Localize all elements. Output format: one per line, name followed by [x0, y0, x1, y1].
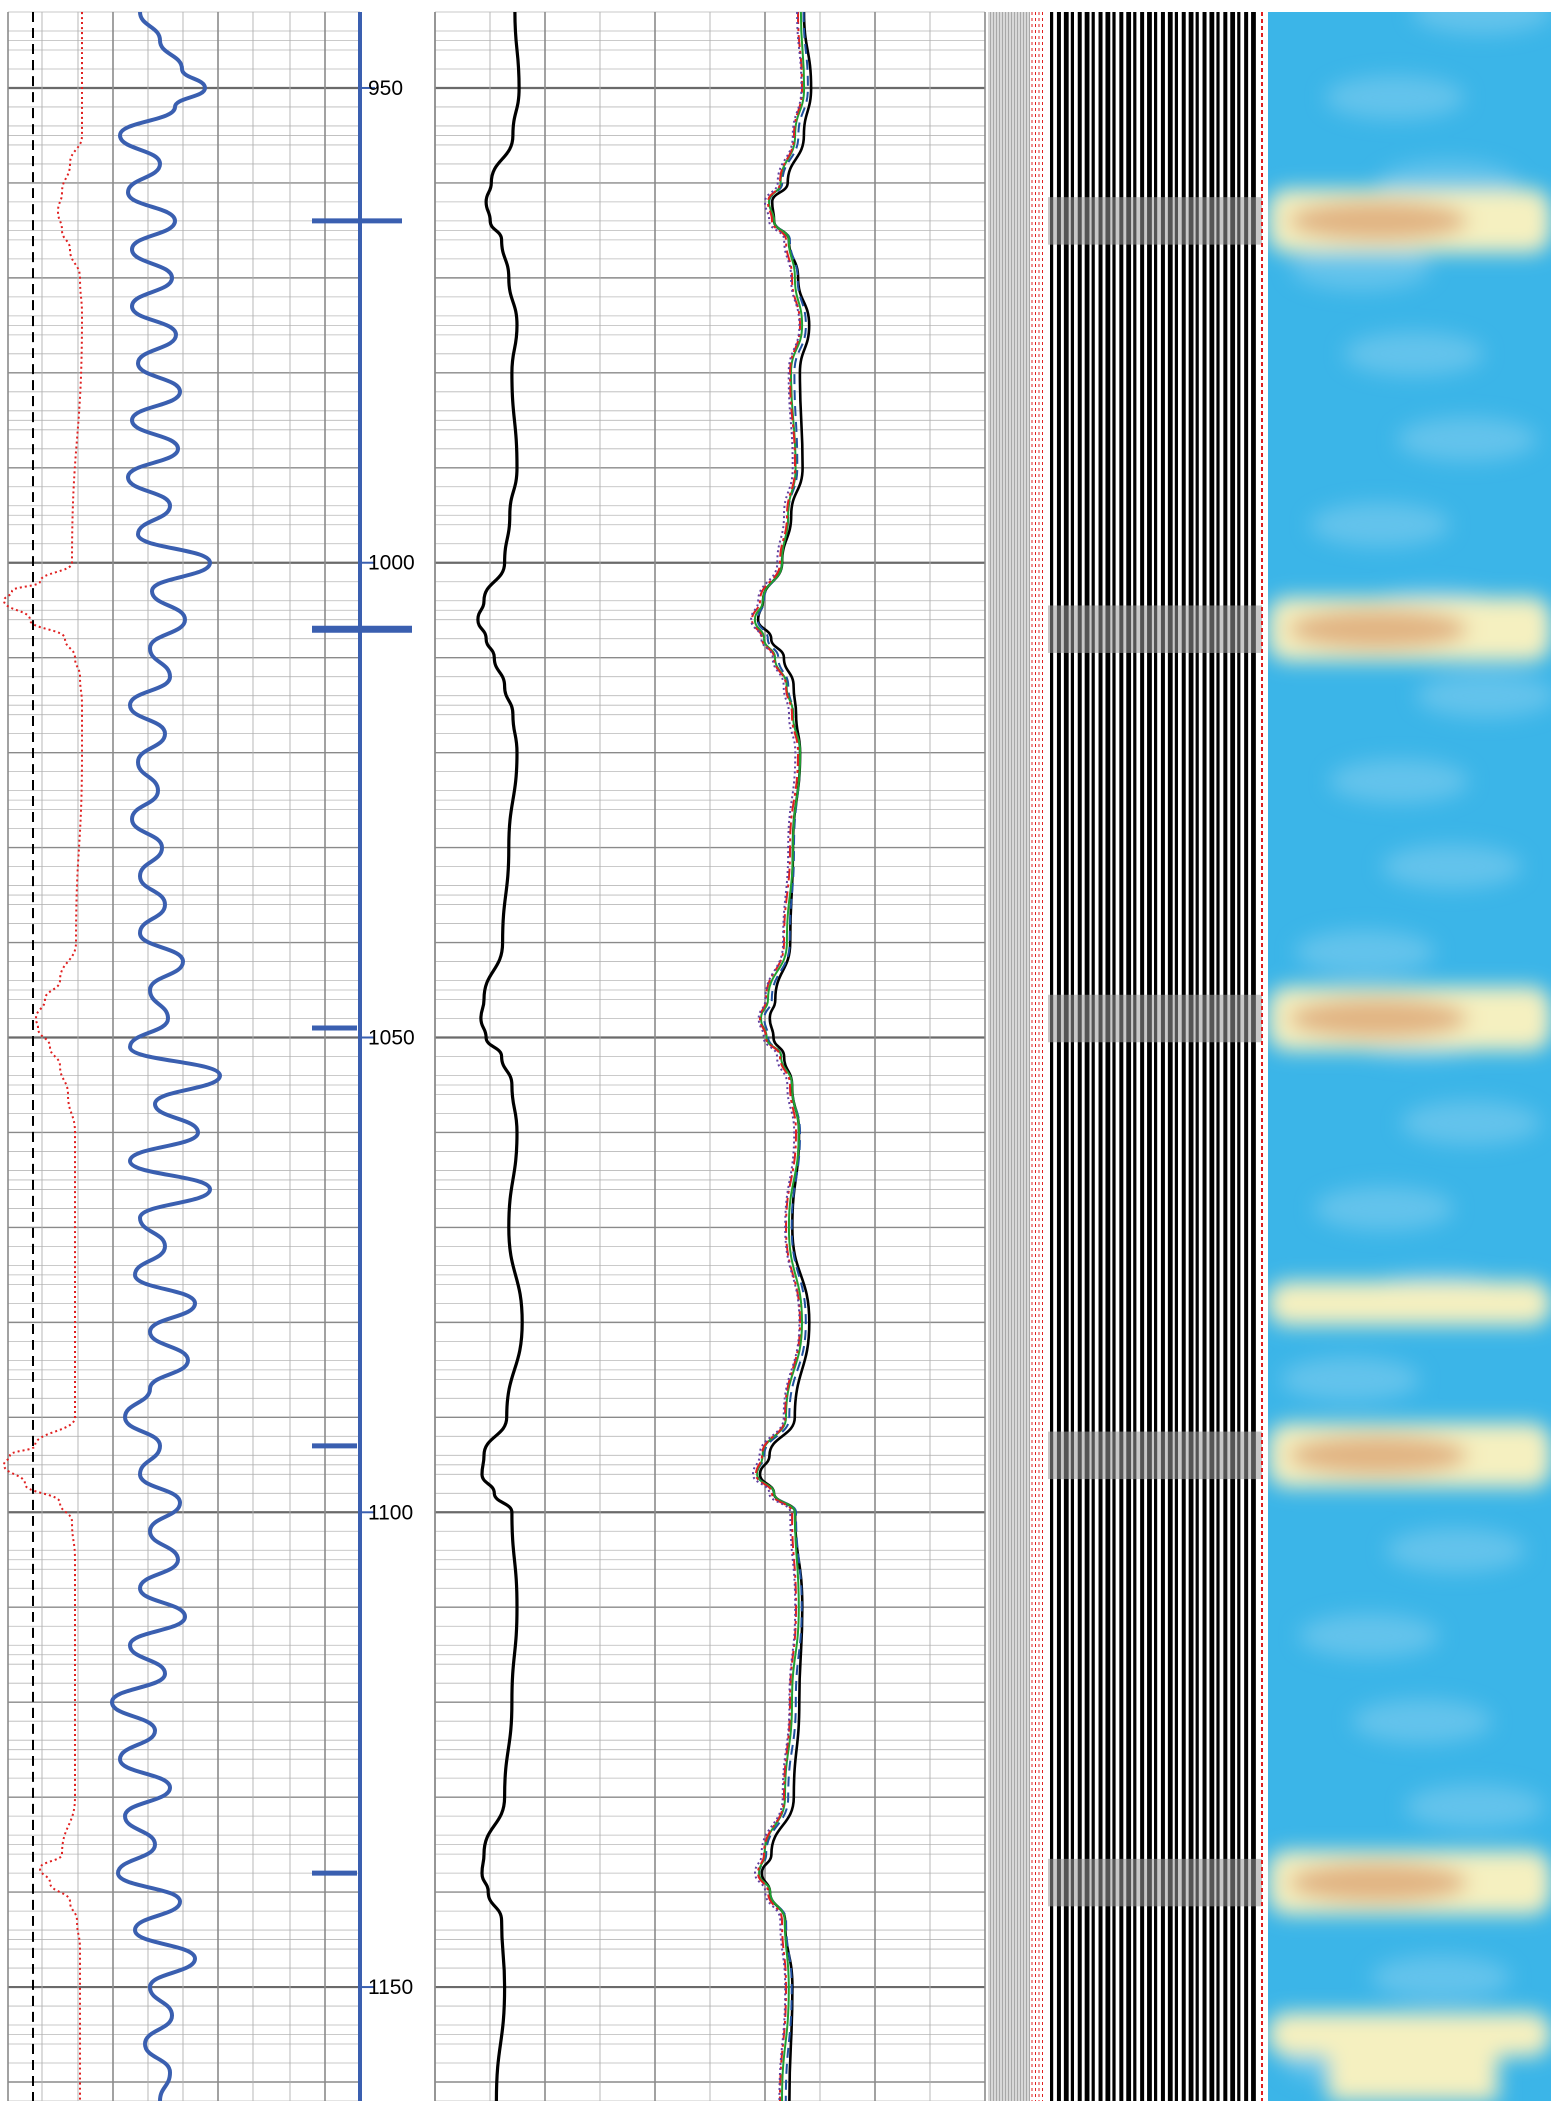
heatmap-bottom-warm — [1328, 2034, 1498, 2101]
seismic-trace — [1140, 12, 1145, 2101]
seismic-trace — [1230, 12, 1236, 2101]
heatmap-hot-core — [1288, 1862, 1468, 1903]
heatmap-light-patch — [1412, 12, 1551, 34]
seismic-trace — [1244, 12, 1249, 2101]
heatmap-hot-core — [1288, 200, 1468, 241]
seismic-trace — [1188, 12, 1194, 2101]
seismic-trace — [1063, 12, 1069, 2101]
heatmap-light-patch — [1344, 331, 1484, 376]
seismic-noise-band — [1048, 197, 1262, 245]
heatmap-hot-core — [1288, 609, 1468, 650]
heatmap-light-patch — [1386, 1528, 1526, 1573]
seismic-noise-band — [1048, 1858, 1262, 1907]
seismic-trace — [1084, 12, 1090, 2101]
seismic-trace — [1056, 12, 1061, 2101]
heatmap-light-patch — [1291, 246, 1431, 291]
seismic-trace — [1050, 12, 1054, 2101]
seismic-trace — [1070, 12, 1074, 2101]
seismic-noise-band — [1048, 605, 1262, 653]
seismic-trace — [1251, 12, 1256, 2101]
depth-tick-label: 1100 — [368, 1501, 413, 1524]
depth-tick-label: 1000 — [368, 552, 415, 575]
log-curves — [2, 11, 813, 2101]
heatmap-light-patch — [1280, 1357, 1420, 1402]
seismic-trace — [1105, 12, 1111, 2101]
track3-curve-4 — [750, 11, 803, 2101]
track2-curve-0 — [476, 11, 524, 2101]
heatmap-light-patch — [1397, 417, 1537, 462]
depth-tick-label: 1150 — [368, 1976, 413, 1999]
heatmap-light-patch — [1295, 930, 1435, 975]
seismic-trace — [1202, 12, 1207, 2101]
track-dividers — [358, 12, 436, 2101]
seismic-trace — [1181, 12, 1186, 2101]
seismic-trace — [1077, 12, 1082, 2101]
seismic-trace — [1160, 12, 1165, 2101]
heatmap-light-patch — [1405, 1784, 1545, 1829]
heatmap-light-patch — [1314, 1186, 1454, 1231]
heatmap-light-patch — [1416, 673, 1551, 718]
seismic-trace — [1133, 12, 1137, 2101]
track3-curve-3 — [750, 11, 804, 2101]
seismic-trace — [1091, 12, 1095, 2101]
track1-curve-1 — [109, 11, 223, 2101]
seismic-trace — [1119, 12, 1124, 2101]
heatmap-light-patch — [1299, 1613, 1439, 1658]
heatmap-light-patch — [1371, 1955, 1511, 2000]
seismic-noise-band — [1048, 994, 1262, 1043]
heatmap-light-patch — [1401, 1100, 1541, 1145]
heatmap-blobs — [1268, 12, 1551, 2101]
depth-tick-label: 950 — [368, 77, 403, 100]
seismic-trace — [1147, 12, 1152, 2101]
track3-curve-2 — [753, 11, 806, 2101]
seismic-gap — [1030, 12, 1045, 2101]
seismic-trace-panel — [988, 12, 1263, 2101]
grid-lines — [7, 11, 986, 2101]
seismic-noise-band — [1048, 1431, 1262, 1480]
heatmap-light-patch — [1382, 844, 1522, 889]
seismic-trace — [1237, 12, 1241, 2101]
seismic-trace — [1223, 12, 1228, 2101]
depth-tick-label: 1050 — [368, 1027, 415, 1050]
seismic-trace — [1174, 12, 1178, 2101]
track3-curve-1 — [756, 11, 809, 2101]
seismic-trace — [1126, 12, 1132, 2101]
heatmap-hot-core — [1288, 998, 1468, 1039]
seismic-trace — [1112, 12, 1116, 2101]
heatmap-light-patch — [1310, 502, 1450, 547]
depth-axis: 950 1000 1050 1100 1150 — [312, 77, 415, 1999]
seismic-trace — [1209, 12, 1215, 2101]
seismic-trace — [1216, 12, 1220, 2101]
track1-curve-0 — [2, 12, 84, 2101]
seismic-trace — [1167, 12, 1173, 2101]
heatmap-light-patch — [1329, 759, 1469, 804]
seismic-fine-band — [988, 12, 1030, 2101]
seismic-trace — [1154, 12, 1158, 2101]
seismic-trace — [1195, 12, 1199, 2101]
heatmap-warm-band — [1268, 1281, 1551, 1326]
heatmap-light-patch — [1325, 75, 1465, 120]
heatmap-hot-core — [1288, 1435, 1468, 1476]
track3-curve-0 — [756, 11, 813, 2101]
heatmap-panel — [1268, 12, 1551, 2101]
seismic-trace — [1098, 12, 1103, 2101]
heatmap-light-patch — [1352, 1699, 1492, 1744]
